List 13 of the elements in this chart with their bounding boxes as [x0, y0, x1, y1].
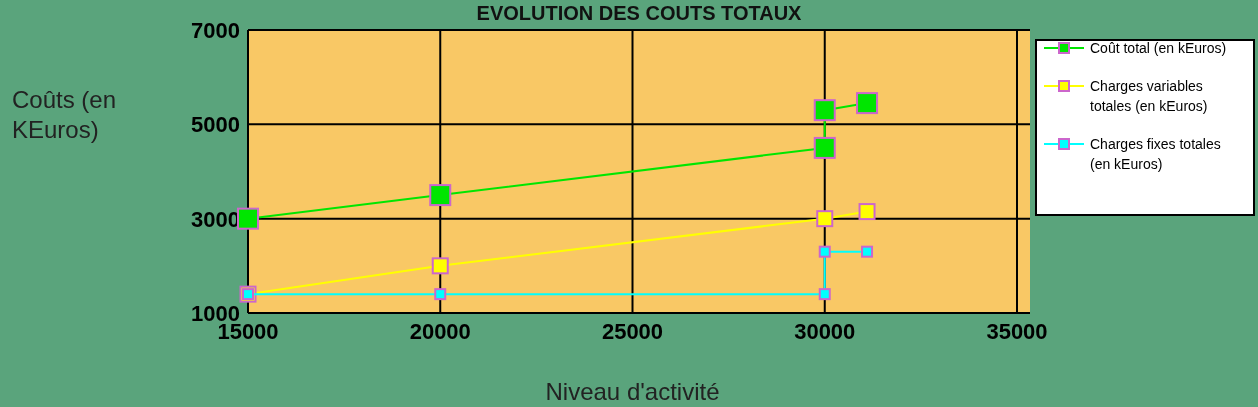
x-tick-label: 30000 — [794, 319, 856, 344]
y-tick-label: 7000 — [191, 18, 240, 43]
legend-label: Coût total (en kEuros) — [1090, 40, 1227, 56]
x-tick-label: 25000 — [601, 319, 664, 344]
legend-label: Charges fixes totales (en kEuros) — [1090, 136, 1221, 172]
y-tick-label: 5000 — [191, 112, 240, 138]
x-axis-title: Niveau d'activité — [545, 378, 720, 405]
chart-title: EVOLUTION DES COUTS TOTAUX — [476, 2, 803, 24]
x-tick-label: 35000 — [986, 319, 1048, 344]
x-tick-label: 20000 — [409, 319, 471, 344]
y-axis-title: Coûts (en KEuros) — [12, 86, 117, 143]
legend-label: Charges variables totales (en kEuros) — [1090, 78, 1208, 114]
y-tick-label: 3000 — [191, 206, 240, 232]
